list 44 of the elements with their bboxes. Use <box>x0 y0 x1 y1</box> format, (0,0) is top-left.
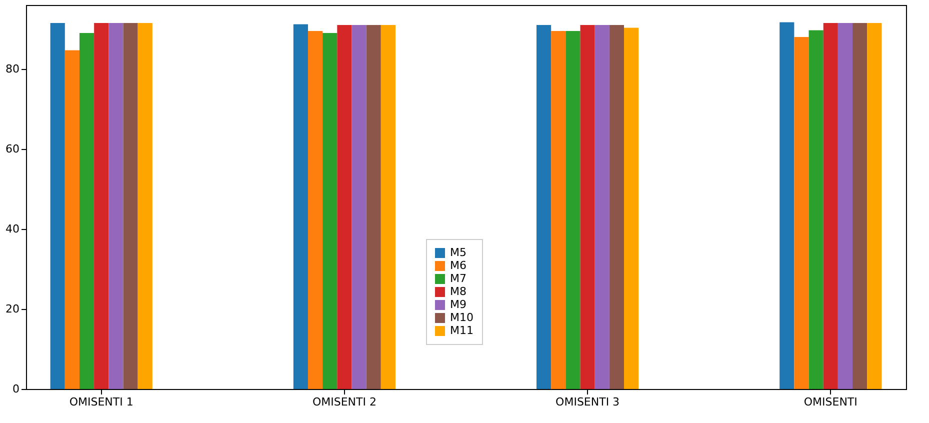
bar <box>308 31 323 389</box>
x-tick-label: OMISENTI <box>804 396 858 408</box>
legend-label: M7 <box>450 272 466 285</box>
bar <box>337 25 352 389</box>
bar <box>322 33 338 389</box>
bar <box>293 24 308 389</box>
bar <box>624 28 639 389</box>
y-tick-label: 80 <box>6 62 20 76</box>
bar <box>138 23 152 389</box>
y-tick-label: 20 <box>6 302 20 316</box>
legend-label: M8 <box>450 285 466 298</box>
bar <box>536 25 552 389</box>
legend-label: M6 <box>450 259 466 272</box>
bar <box>780 22 794 389</box>
bar <box>580 25 595 389</box>
bar <box>808 30 824 389</box>
bar <box>823 23 838 389</box>
legend-label: M5 <box>450 246 466 259</box>
y-tick-label: 60 <box>6 142 20 156</box>
bar <box>838 23 853 389</box>
bar <box>594 25 610 389</box>
legend-label: M9 <box>450 298 466 311</box>
legend-label: M11 <box>450 324 474 337</box>
bar <box>366 25 381 389</box>
bar <box>108 23 124 389</box>
bar <box>794 37 809 389</box>
legend-label: M10 <box>450 311 474 324</box>
bar <box>123 23 138 389</box>
bar <box>566 31 580 389</box>
y-tick-label: 40 <box>6 222 20 236</box>
bar <box>94 23 109 389</box>
bar <box>867 23 882 389</box>
bar <box>609 25 624 389</box>
x-tick-label: OMISENTI 1 <box>69 396 134 408</box>
y-tick-label: 0 <box>12 382 20 396</box>
bar <box>551 31 566 389</box>
bar <box>852 23 868 389</box>
bar <box>380 25 396 389</box>
bar <box>352 25 366 389</box>
x-tick-label: OMISENTI 2 <box>312 396 376 408</box>
bar <box>64 50 80 389</box>
bar <box>79 33 94 389</box>
x-tick-label: OMISENTI 3 <box>556 396 620 408</box>
bar <box>50 23 65 389</box>
